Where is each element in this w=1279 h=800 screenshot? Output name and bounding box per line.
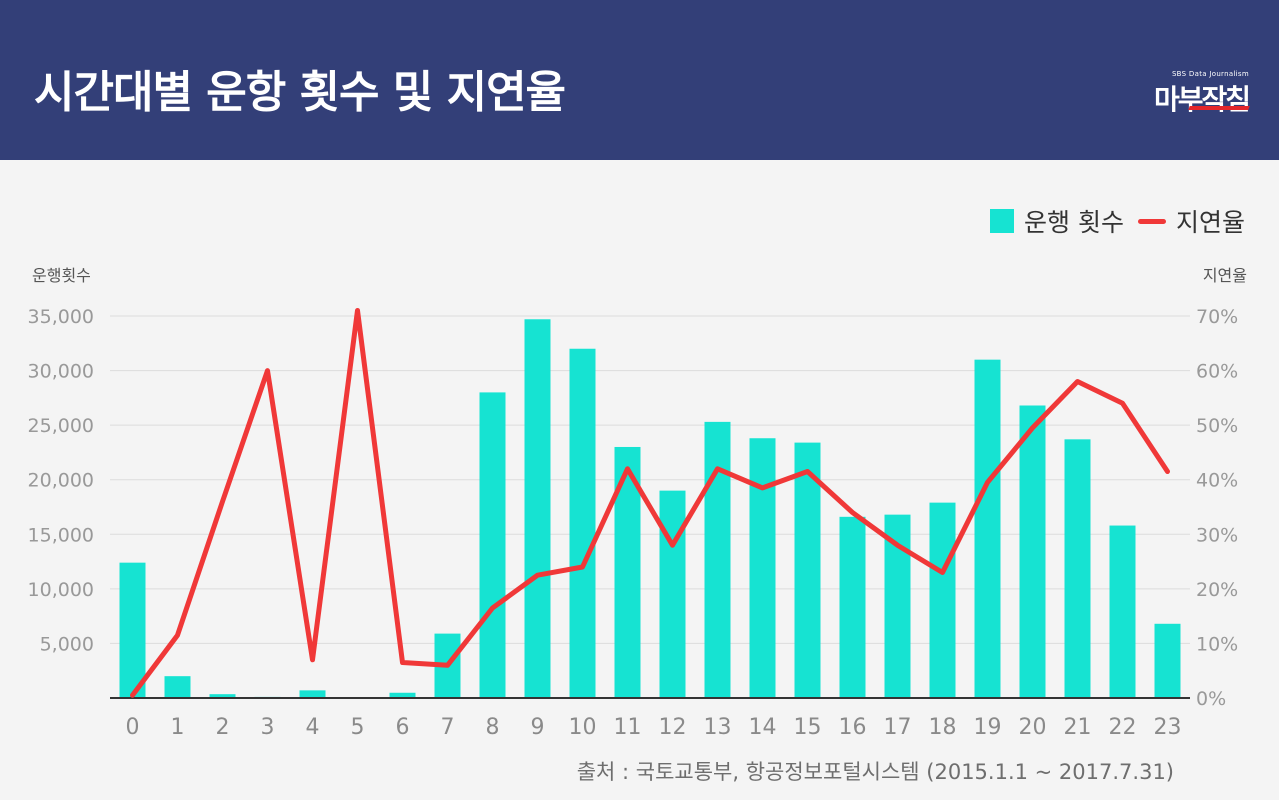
bar (794, 442, 821, 698)
x-axis-tick: 13 (704, 715, 732, 740)
bar (569, 348, 596, 698)
left-axis-tick: 35,000 (28, 306, 94, 328)
logo-subtitle: SBS Data Journalism (1171, 70, 1249, 78)
x-axis-tick: 5 (351, 715, 365, 740)
left-axis-tick: 5,000 (40, 633, 94, 655)
x-axis-tick: 4 (306, 715, 320, 740)
left-axis-tick: 30,000 (28, 361, 94, 383)
bar (704, 421, 731, 698)
right-axis-tick: 0% (1196, 688, 1226, 710)
page-title: 시간대별 운항 횟수 및 지연율 (34, 67, 566, 118)
left-axis-tick: 15,000 (28, 524, 94, 546)
right-axis-tick: 60% (1196, 361, 1238, 383)
x-axis-tick: 21 (1064, 715, 1092, 740)
logo-text: 마부작침 (1153, 83, 1251, 116)
x-axis-tick: 22 (1109, 715, 1137, 740)
delay-rate-line (130, 308, 1170, 698)
x-axis-tick: 11 (614, 715, 642, 740)
right-axis-tick: 40% (1196, 470, 1238, 492)
x-axis-tick: 16 (839, 715, 867, 740)
bar (119, 562, 146, 698)
right-axis-tick: 70% (1196, 306, 1238, 328)
x-axis-tick: 1 (171, 715, 185, 740)
x-axis-tick: 6 (396, 715, 410, 740)
header-banner: 시간대별 운항 횟수 및 지연율 SBS Data Journalism 마부작… (0, 0, 1279, 160)
left-axis-tick: 10,000 (28, 579, 94, 601)
right-axis-tick: 10% (1196, 633, 1238, 655)
bar (749, 438, 776, 698)
right-axis-title: 지연율 (1202, 266, 1247, 285)
x-axis-tick: 7 (441, 715, 455, 740)
x-axis-tick: 2 (216, 715, 230, 740)
legend-line-label: 지연율 (1175, 208, 1245, 237)
bar (1109, 525, 1136, 698)
bar (929, 502, 956, 698)
bar (209, 694, 236, 698)
bar (839, 516, 866, 698)
bar (389, 692, 416, 698)
right-axis-tick: 30% (1196, 524, 1238, 546)
bar (1154, 623, 1181, 698)
legend-bar-swatch (990, 209, 1015, 233)
x-axis-tick: 9 (531, 715, 545, 740)
x-axis-tick: 12 (659, 715, 687, 740)
x-axis-tick: 18 (929, 715, 957, 740)
bar (974, 359, 1001, 698)
bar (524, 319, 551, 698)
bar (479, 392, 506, 698)
brand-logo: SBS Data Journalism 마부작침 (1139, 70, 1251, 116)
bar (299, 690, 326, 698)
bar (659, 490, 686, 698)
x-axis-tick: 8 (486, 715, 500, 740)
x-axis-tick: 0 (126, 715, 140, 740)
x-axis-tick: 10 (569, 715, 597, 740)
bar (164, 676, 191, 698)
x-axis-tick: 20 (1019, 715, 1047, 740)
x-axis-tick: 14 (749, 715, 777, 740)
left-axis-tick: 20,000 (28, 470, 94, 492)
x-axis-tick: 17 (884, 715, 912, 740)
source-note: 출처 : 국토교통부, 항공정보포털시스템 (2015.1.1 ~ 2017.7… (576, 760, 1174, 784)
right-axis-tick: 50% (1196, 415, 1238, 437)
x-axis-tick: 15 (794, 715, 822, 740)
x-axis-tick: 19 (974, 715, 1002, 740)
chart-legend: 운행 횟수 지연율 (990, 204, 1245, 238)
legend-item-line: 지연율 (1137, 203, 1245, 239)
x-axis-tick: 3 (261, 715, 275, 740)
legend-bars-label: 운행 횟수 (1024, 208, 1124, 237)
legend-line-swatch (1137, 218, 1166, 224)
x-axis-tick: 23 (1154, 715, 1182, 740)
left-axis-title: 운행횟수 (32, 266, 91, 285)
bar (1064, 439, 1091, 698)
bar (1019, 405, 1046, 698)
left-axis-tick: 25,000 (28, 415, 94, 437)
right-axis-tick: 20% (1196, 579, 1238, 601)
legend-item-bars: 운행 횟수 (990, 203, 1124, 239)
